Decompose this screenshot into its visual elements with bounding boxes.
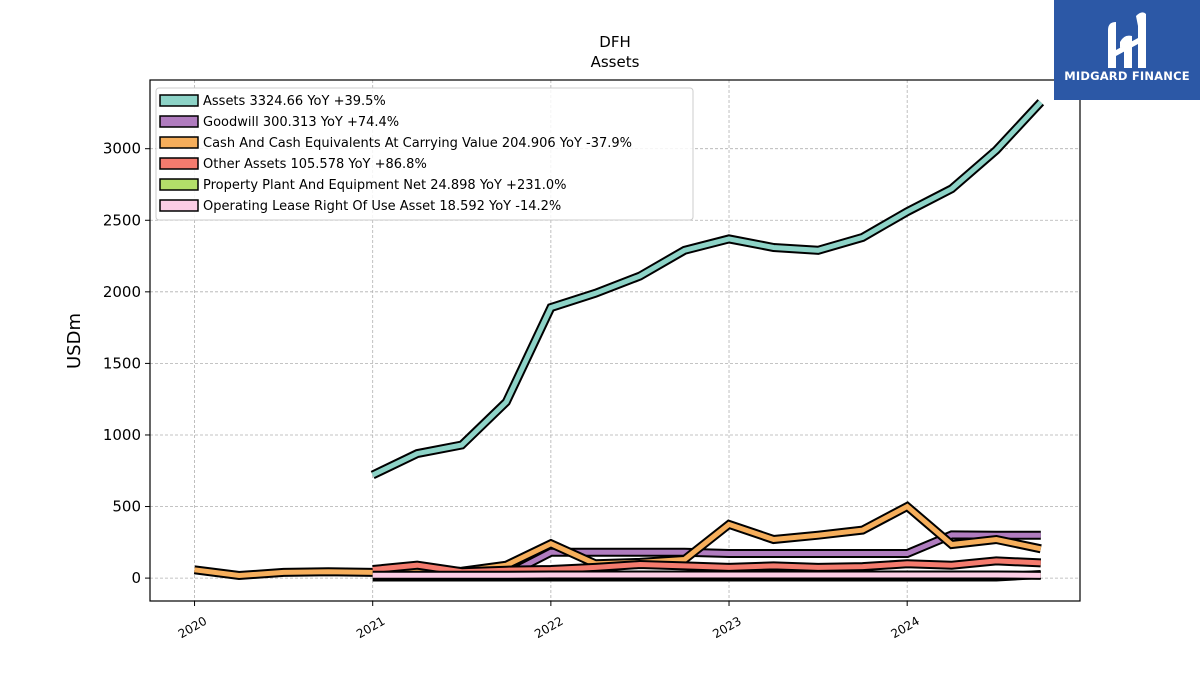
legend-swatch [159, 94, 199, 107]
legend-label: Operating Lease Right Of Use Asset 18.59… [203, 199, 561, 214]
x-tick-label: 2024 [888, 614, 921, 641]
series-goodwill [504, 530, 1041, 580]
legend-item: Assets 3324.66 YoY +39.5% [159, 94, 386, 109]
logo-mark-icon [1108, 12, 1146, 68]
series-line [505, 532, 1041, 578]
legend-box [155, 87, 694, 221]
chart-subtitle: Assets [591, 53, 640, 71]
x-tick-label: 2020 [176, 614, 209, 641]
legend-item: Property Plant And Equipment Net 24.898 … [159, 178, 567, 193]
brand-logo: MIDGARD FINANCE [1054, 0, 1200, 100]
legend-label: Property Plant And Equipment Net 24.898 … [203, 178, 567, 193]
series-line [371, 100, 1043, 478]
legend-item: Cash And Cash Equivalents At Carrying Va… [159, 136, 632, 151]
legend-swatch [159, 157, 199, 170]
y-tick-label: 500 [112, 498, 141, 516]
legend: Assets 3324.66 YoY +39.5% Goodwill 300.31… [155, 87, 694, 221]
y-axis-label: USDm [64, 313, 85, 369]
legend-swatch [159, 178, 199, 191]
legend-item: Other Assets 105.578 YoY +86.8% [159, 157, 427, 172]
legend-label: Other Assets 105.578 YoY +86.8% [203, 157, 427, 172]
y-tick-label: 2000 [103, 283, 141, 301]
legend-label: Cash And Cash Equivalents At Carrying Va… [203, 136, 632, 151]
y-tick-label: 3000 [103, 140, 141, 158]
legend-swatch [159, 136, 199, 149]
legend-item: Goodwill 300.313 YoY +74.4% [159, 115, 399, 130]
y-tick-label: 0 [131, 569, 141, 587]
plot-frame [149, 79, 1081, 602]
series-lines [193, 99, 1045, 582]
legend-label: Assets 3324.66 YoY +39.5% [203, 94, 386, 109]
x-tick-label: 2023 [710, 614, 743, 641]
legend-item: Operating Lease Right Of Use Asset 18.59… [159, 199, 561, 214]
x-tick-label: 2021 [354, 614, 387, 641]
y-tick-label: 1500 [103, 354, 141, 372]
chart-title: DFH [599, 33, 630, 51]
legend-swatch [159, 199, 199, 212]
logo-text: MIDGARD FINANCE [1064, 69, 1190, 83]
legend-swatch [159, 115, 199, 128]
y-tick-label: 2500 [103, 211, 141, 229]
legend-label: Goodwill 300.313 YoY +74.4% [203, 115, 399, 130]
y-tick-label: 1000 [103, 426, 141, 444]
x-tick-label: 2022 [532, 614, 565, 641]
series-assets [370, 99, 1045, 480]
